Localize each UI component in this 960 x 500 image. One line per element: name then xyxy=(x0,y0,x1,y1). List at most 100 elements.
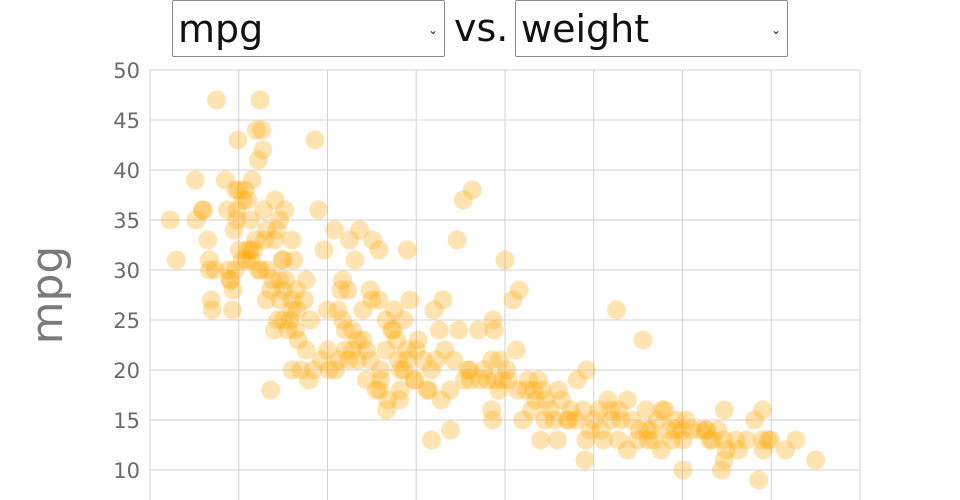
data-point xyxy=(648,410,668,430)
data-point xyxy=(228,130,248,150)
data-point xyxy=(267,220,287,240)
data-point xyxy=(584,410,604,430)
y-variable-value: mpg xyxy=(178,6,264,51)
data-point xyxy=(655,400,675,420)
data-point xyxy=(761,430,781,450)
data-point xyxy=(311,350,331,370)
y-tick-label: 10 xyxy=(113,459,140,483)
data-point xyxy=(714,430,734,450)
data-point xyxy=(296,270,316,290)
data-point xyxy=(651,440,671,460)
data-point xyxy=(507,380,527,400)
data-point xyxy=(547,430,567,450)
data-point xyxy=(457,360,477,380)
data-point xyxy=(408,330,428,350)
data-point xyxy=(424,300,444,320)
data-point xyxy=(342,320,362,340)
data-point xyxy=(673,460,693,480)
data-point xyxy=(429,320,449,340)
data-point xyxy=(296,340,316,360)
data-point xyxy=(362,290,382,310)
data-point xyxy=(240,240,260,260)
data-point xyxy=(238,190,258,210)
data-point xyxy=(477,370,497,390)
y-tick-label: 20 xyxy=(113,359,140,383)
data-point xyxy=(602,410,621,430)
data-point xyxy=(580,420,600,440)
data-point xyxy=(345,250,365,270)
data-point xyxy=(700,430,720,450)
data-point xyxy=(589,400,609,420)
data-point xyxy=(223,300,242,320)
y-variable-select[interactable]: mpg ⌄ xyxy=(172,0,445,57)
data-point xyxy=(575,450,595,470)
data-point xyxy=(270,270,290,290)
data-point xyxy=(389,390,409,410)
data-point xyxy=(737,430,757,450)
data-point xyxy=(246,230,266,250)
data-point xyxy=(394,310,414,330)
data-point xyxy=(397,340,416,360)
data-point xyxy=(331,280,351,300)
x-variable-select[interactable]: weight ⌄ xyxy=(515,0,788,57)
data-point xyxy=(242,170,262,190)
data-point xyxy=(609,430,629,450)
data-point xyxy=(482,400,502,420)
data-point xyxy=(369,240,389,260)
data-point xyxy=(299,370,319,390)
data-point xyxy=(226,180,246,200)
y-tick-label: 25 xyxy=(113,309,140,333)
data-point xyxy=(220,270,240,290)
data-point xyxy=(348,330,368,350)
data-point xyxy=(484,320,504,340)
data-point xyxy=(535,410,555,430)
data-point xyxy=(288,330,308,350)
data-point xyxy=(265,190,285,210)
data-point xyxy=(240,210,260,230)
data-point xyxy=(198,230,218,250)
data-point xyxy=(611,410,631,430)
data-point xyxy=(485,370,505,390)
data-point xyxy=(394,360,414,380)
data-point xyxy=(752,430,772,450)
data-point xyxy=(552,390,572,410)
data-point xyxy=(633,330,653,350)
data-point xyxy=(256,290,276,310)
data-point xyxy=(561,400,581,420)
data-point xyxy=(200,260,219,280)
data-point xyxy=(353,330,373,350)
data-point xyxy=(294,290,314,310)
data-point xyxy=(397,350,417,370)
data-point xyxy=(224,220,244,240)
data-point xyxy=(251,260,271,280)
data-point xyxy=(256,220,276,240)
data-point xyxy=(254,200,274,220)
data-point xyxy=(253,140,273,160)
data-point xyxy=(576,430,596,450)
data-point xyxy=(749,470,769,490)
data-point xyxy=(638,430,658,450)
data-point xyxy=(573,400,593,420)
data-point xyxy=(607,300,627,320)
y-tick-label: 35 xyxy=(113,209,140,233)
data-point xyxy=(247,120,266,140)
data-point xyxy=(280,310,300,330)
data-point xyxy=(376,310,396,330)
data-point xyxy=(540,400,560,420)
data-point xyxy=(282,360,302,380)
data-point xyxy=(363,230,383,250)
data-point xyxy=(716,440,736,460)
data-point xyxy=(529,370,549,390)
data-point xyxy=(708,420,728,440)
data-point xyxy=(263,270,282,290)
data-point xyxy=(390,380,410,400)
data-point xyxy=(384,300,404,320)
data-point xyxy=(557,410,577,430)
data-point xyxy=(652,400,672,420)
data-point xyxy=(329,350,349,370)
data-point xyxy=(377,400,397,420)
data-point xyxy=(318,340,337,360)
data-point xyxy=(371,360,391,380)
data-point xyxy=(353,300,373,320)
